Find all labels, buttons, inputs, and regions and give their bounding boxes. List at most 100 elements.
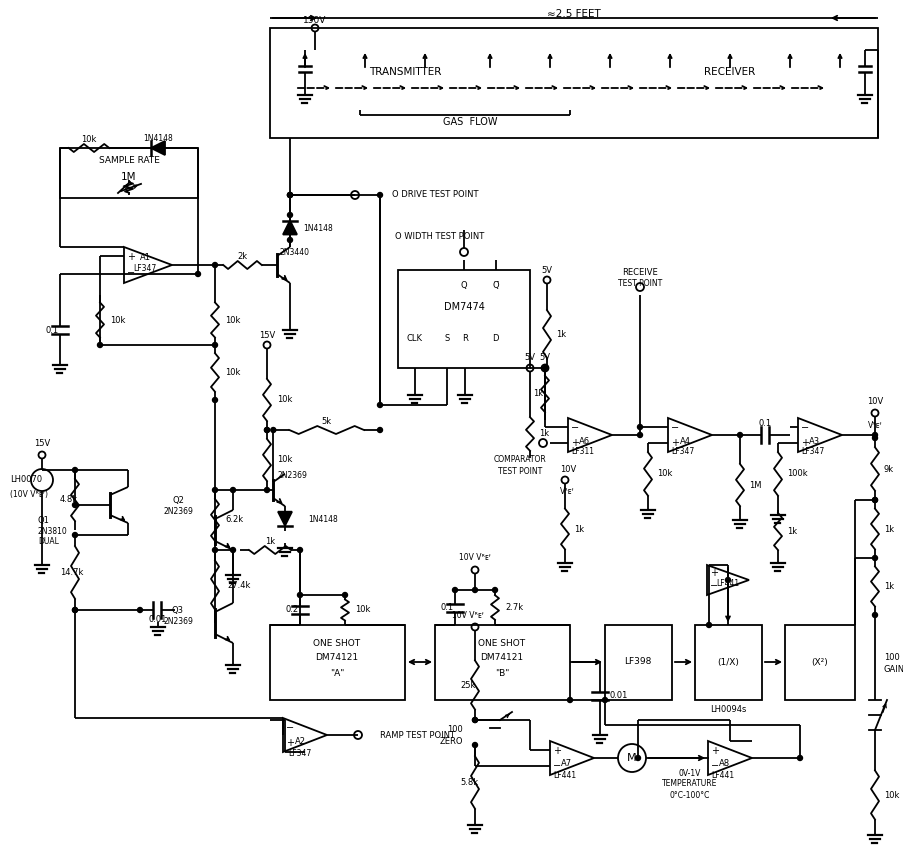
Text: 5k: 5k: [321, 417, 331, 425]
Text: LF347: LF347: [134, 264, 156, 272]
Circle shape: [265, 488, 269, 492]
Text: 1M: 1M: [121, 172, 136, 182]
Text: 27.4k: 27.4k: [227, 580, 250, 590]
Circle shape: [737, 432, 741, 437]
Text: 2N3440: 2N3440: [280, 247, 310, 257]
Circle shape: [287, 212, 293, 217]
Circle shape: [472, 587, 477, 592]
Bar: [694, 625, 761, 700]
Text: 1k: 1k: [555, 330, 565, 338]
Text: 100k: 100k: [787, 469, 806, 479]
Circle shape: [637, 425, 642, 430]
Text: TEMPERATURE: TEMPERATURE: [662, 780, 717, 788]
Circle shape: [567, 698, 572, 703]
Text: 1k: 1k: [787, 527, 796, 536]
Text: ONE SHOT: ONE SHOT: [478, 639, 525, 647]
Text: ONE SHOT: ONE SHOT: [313, 639, 360, 647]
Circle shape: [342, 592, 347, 597]
Text: D: D: [491, 334, 498, 342]
Text: A2: A2: [294, 738, 305, 746]
Text: ZERO: ZERO: [439, 738, 462, 746]
Circle shape: [635, 756, 640, 760]
Text: 1N4148: 1N4148: [143, 134, 172, 142]
Text: Q1: Q1: [38, 515, 50, 525]
Bar: [434, 625, 570, 700]
Text: Q2: Q2: [172, 496, 183, 504]
Text: A4: A4: [679, 437, 690, 445]
Circle shape: [137, 608, 143, 613]
Text: 10k: 10k: [225, 316, 240, 324]
Circle shape: [271, 427, 275, 432]
Text: Q3: Q3: [172, 605, 184, 615]
Circle shape: [195, 271, 200, 276]
Text: +: +: [711, 746, 718, 756]
Circle shape: [377, 193, 382, 198]
Text: TRANSMITTER: TRANSMITTER: [368, 67, 441, 77]
Polygon shape: [283, 221, 297, 235]
Polygon shape: [278, 512, 292, 526]
Text: 0.2: 0.2: [285, 605, 299, 615]
Text: 14.7k: 14.7k: [60, 568, 83, 577]
Circle shape: [452, 587, 457, 592]
Text: 0V-1V: 0V-1V: [678, 769, 701, 777]
Text: DM7474: DM7474: [443, 302, 484, 312]
Text: (1/X): (1/X): [716, 657, 738, 667]
Text: 2N2369: 2N2369: [163, 507, 192, 515]
Text: 10k: 10k: [276, 455, 292, 465]
Circle shape: [287, 193, 293, 198]
Text: Q: Q: [461, 281, 467, 289]
Text: "A": "A": [330, 669, 344, 677]
Text: 1k: 1k: [883, 582, 893, 591]
Circle shape: [871, 497, 877, 502]
Text: CLK: CLK: [406, 334, 423, 342]
Text: GAIN: GAIN: [883, 664, 903, 674]
Text: (10V Vᴿᴇᶠ): (10V Vᴿᴇᶠ): [10, 490, 48, 498]
Text: 0.01: 0.01: [610, 692, 628, 700]
Circle shape: [265, 427, 269, 432]
Text: 6.2k: 6.2k: [225, 515, 243, 525]
Circle shape: [72, 608, 78, 613]
Text: −: −: [126, 268, 135, 278]
Text: LF398: LF398: [624, 657, 651, 667]
Text: A1: A1: [139, 253, 150, 261]
Circle shape: [472, 742, 477, 747]
Text: 5V: 5V: [524, 354, 535, 362]
Text: −: −: [709, 581, 717, 591]
Text: 10k: 10k: [225, 368, 240, 377]
Text: −: −: [571, 423, 579, 432]
Circle shape: [871, 613, 877, 617]
Circle shape: [377, 402, 382, 407]
Text: 10k: 10k: [276, 395, 292, 405]
Text: RECEIVER: RECEIVER: [703, 67, 755, 77]
Circle shape: [212, 342, 218, 348]
Text: GAS  FLOW: GAS FLOW: [442, 117, 497, 127]
Text: A6: A6: [579, 437, 590, 445]
Text: +: +: [285, 738, 293, 747]
Text: 15V: 15V: [258, 330, 275, 340]
Circle shape: [287, 193, 293, 198]
Text: 9k: 9k: [883, 465, 893, 473]
Bar: [270, 625, 405, 700]
Text: LF311: LF311: [571, 448, 594, 456]
Text: 1k: 1k: [538, 430, 548, 438]
Bar: [784, 625, 854, 700]
Text: 0.1: 0.1: [46, 325, 59, 335]
Text: TEST POINT: TEST POINT: [498, 467, 542, 475]
Circle shape: [72, 467, 78, 473]
Text: −: −: [670, 423, 678, 432]
Text: 0°C-100°C: 0°C-100°C: [669, 790, 710, 800]
Text: +: +: [670, 437, 678, 448]
Text: SAMPLE RATE: SAMPLE RATE: [98, 156, 159, 164]
Text: +: +: [709, 568, 717, 579]
Text: 5.8k: 5.8k: [460, 778, 478, 787]
Text: 2N2369: 2N2369: [276, 472, 307, 480]
Text: 5V: 5V: [541, 265, 552, 275]
Circle shape: [377, 427, 382, 432]
Text: 150V: 150V: [303, 15, 326, 25]
Text: 10V: 10V: [866, 396, 882, 406]
Text: RECEIVE: RECEIVE: [621, 268, 657, 276]
Circle shape: [492, 587, 497, 592]
Text: +: +: [571, 437, 578, 448]
Circle shape: [212, 263, 218, 268]
Bar: [397, 270, 529, 368]
